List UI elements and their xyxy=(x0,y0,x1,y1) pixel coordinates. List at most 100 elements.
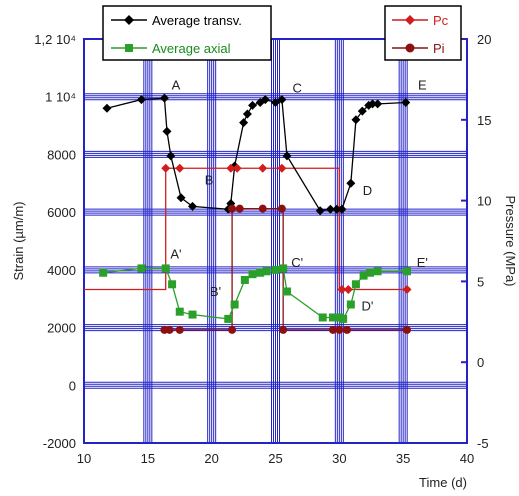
point-average-axial xyxy=(256,268,265,277)
legend-pressure-box xyxy=(384,5,462,61)
point-average-axial xyxy=(359,271,368,280)
legend-axial-marker xyxy=(125,44,133,52)
point-pi xyxy=(258,204,267,213)
point-average-axial xyxy=(161,264,170,273)
point-average-axial xyxy=(339,314,348,323)
y-right-tick-label: 0 xyxy=(477,355,484,370)
point-pc xyxy=(161,163,171,173)
legend-axial-label: Average axial xyxy=(152,41,231,56)
point-average-transv xyxy=(315,206,325,216)
point-pi xyxy=(228,325,237,334)
annotation-label: B xyxy=(205,173,214,188)
x-axis-title: Time (d) xyxy=(419,475,467,490)
x-tick-label: 10 xyxy=(77,451,91,466)
legend-pressure: Pc Pi xyxy=(384,5,462,61)
point-pc xyxy=(277,163,287,173)
y-right-tick-label: 10 xyxy=(477,194,491,209)
x-tick-label: 40 xyxy=(460,451,474,466)
point-pi xyxy=(402,325,411,334)
point-average-axial xyxy=(175,307,184,316)
point-average-transv xyxy=(159,93,169,103)
point-pc xyxy=(175,163,185,173)
point-average-transv xyxy=(368,99,378,109)
point-pc xyxy=(226,163,236,173)
y-left-tick-label: 6000 xyxy=(47,205,76,220)
point-average-transv xyxy=(373,99,383,109)
point-average-axial xyxy=(328,313,337,322)
legend-strain: Average transv. Average axial xyxy=(102,5,272,61)
point-average-transv xyxy=(401,97,411,107)
x-tick-label: 30 xyxy=(332,451,346,466)
point-average-transv xyxy=(325,204,335,214)
annotation-label: B' xyxy=(210,284,221,299)
point-pc xyxy=(402,284,412,294)
x-tick-label: 35 xyxy=(396,451,410,466)
point-pi xyxy=(277,204,286,213)
point-average-axial xyxy=(402,267,411,276)
step-line-pi xyxy=(164,208,407,331)
point-average-axial xyxy=(230,300,239,309)
point-pc xyxy=(232,163,242,173)
point-average-axial xyxy=(137,264,146,273)
plot-frame xyxy=(83,38,468,444)
legend-transv-label: Average transv. xyxy=(152,13,242,28)
point-pi xyxy=(328,325,337,334)
point-pi xyxy=(335,325,344,334)
legend-pc-marker xyxy=(405,15,415,25)
point-average-axial xyxy=(224,314,233,323)
point-average-axial xyxy=(365,268,374,277)
point-pi xyxy=(228,204,237,213)
point-pc xyxy=(258,163,268,173)
x-tick-label: 25 xyxy=(268,451,282,466)
y-left-tick-label: 4000 xyxy=(47,263,76,278)
point-average-axial xyxy=(282,287,291,296)
point-pc xyxy=(343,284,353,294)
annotation-label: E' xyxy=(417,255,428,270)
point-average-axial xyxy=(279,264,288,273)
y-right-tick-label: 15 xyxy=(477,113,491,128)
legend-pi-marker xyxy=(405,43,415,53)
point-average-axial xyxy=(262,267,271,276)
point-average-axial xyxy=(351,280,360,289)
legend-transv-marker xyxy=(124,15,134,25)
point-average-axial xyxy=(318,313,327,322)
y-right-tick-label: 20 xyxy=(477,32,491,47)
annotation-label: D xyxy=(363,183,372,198)
point-average-axial xyxy=(240,275,249,284)
y-left-tick-label: -2000 xyxy=(43,436,76,451)
annotation-label: A xyxy=(172,78,181,93)
point-pi xyxy=(175,325,184,334)
point-average-axial xyxy=(346,300,355,309)
annotation-label: C xyxy=(293,80,302,95)
point-average-transv xyxy=(260,95,270,105)
point-average-transv xyxy=(162,126,172,136)
axes-layer: 10 15 20 25 30 35 40 -2000 0 2000 4000 6000 8000 1 10… xyxy=(34,32,491,466)
grid-layer xyxy=(84,39,467,443)
point-average-transv xyxy=(346,178,356,188)
point-average-axial xyxy=(99,268,108,277)
point-average-transv xyxy=(136,95,146,105)
point-average-transv xyxy=(176,193,186,203)
point-average-axial xyxy=(248,270,257,279)
point-average-transv xyxy=(357,106,367,116)
point-average-transv xyxy=(351,115,361,125)
point-average-transv xyxy=(271,97,280,107)
y-left-tick-label: 8000 xyxy=(47,147,76,162)
point-pi xyxy=(342,325,351,334)
annotation-label: E xyxy=(418,78,427,93)
point-average-axial xyxy=(168,280,177,289)
point-average-axial xyxy=(271,265,280,274)
point-average-transv xyxy=(277,95,287,105)
point-pc xyxy=(337,284,347,294)
annotation-label: D' xyxy=(361,298,373,313)
y-right-tick-label: 5 xyxy=(477,274,484,289)
annotation-label: C' xyxy=(291,255,303,270)
point-average-transv xyxy=(337,204,347,214)
point-average-transv xyxy=(188,201,198,211)
y-left-tick-label: 1 10⁴ xyxy=(45,90,76,105)
annotation-label: A' xyxy=(170,246,181,261)
point-average-transv xyxy=(166,151,176,161)
x-tick-label: 20 xyxy=(204,451,218,466)
x-tick-label: 15 xyxy=(141,451,155,466)
